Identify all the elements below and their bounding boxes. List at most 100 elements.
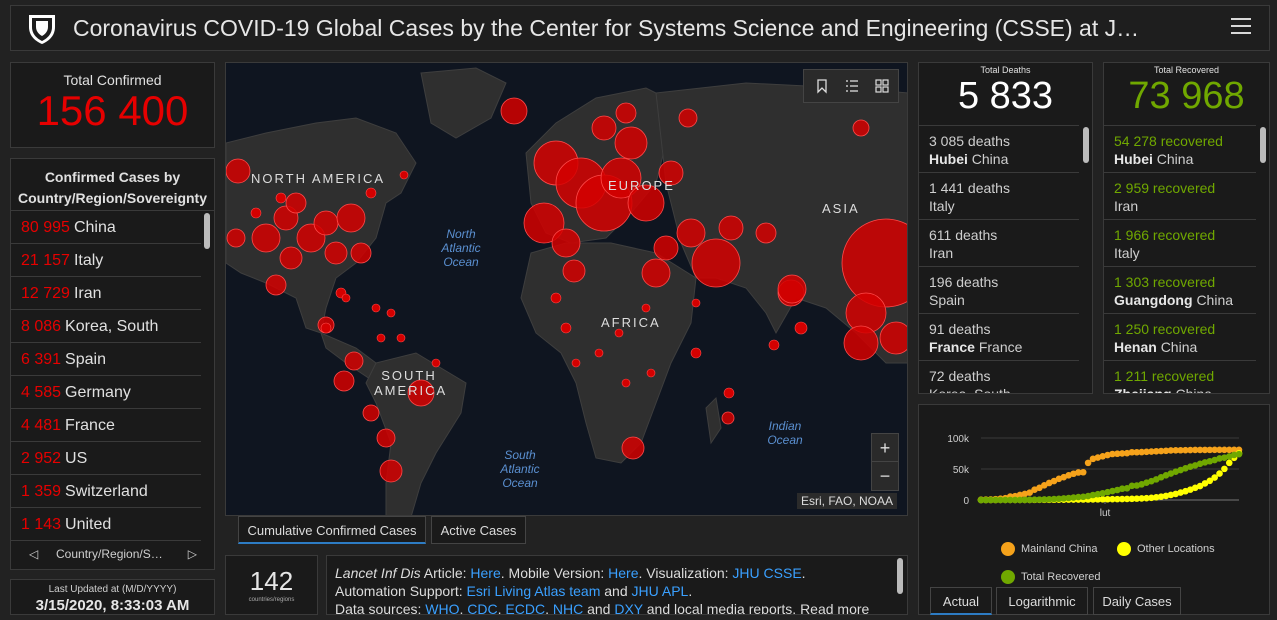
country-list-scrollbar[interactable] <box>202 211 212 539</box>
greenland-landmass <box>420 67 507 139</box>
chart-point-total-recovered <box>992 496 999 504</box>
tab-daily-cases[interactable]: Daily Cases <box>1093 587 1181 615</box>
chart-point-other-locations <box>1133 495 1141 502</box>
info-text: and local media reports. Read more <box>642 601 870 615</box>
esri-living-atlas-link[interactable]: Esri Living Atlas team <box>466 583 601 599</box>
zoom-out-button[interactable]: − <box>879 466 891 486</box>
country-row[interactable]: 1 359 Switzerland <box>11 475 201 508</box>
case-bubble <box>676 218 706 248</box>
pager-prev-icon[interactable]: ◁ <box>29 547 39 561</box>
chart-point-other-locations <box>1094 496 1102 503</box>
legend-other-locations[interactable]: Other Locations <box>1117 542 1215 556</box>
case-bubble <box>646 368 656 378</box>
recovered-region: Zhejiang <box>1114 386 1172 393</box>
case-bubble <box>550 292 562 304</box>
recovered-row[interactable]: 2 959 recovered Iran <box>1104 172 1256 219</box>
country-row[interactable]: 8 086 Korea, South <box>11 310 201 343</box>
country-name: Germany <box>65 384 131 401</box>
recovered-row[interactable]: 1 211 recovered Zhejiang China <box>1104 360 1256 393</box>
dxy-link[interactable]: DXY <box>614 601 643 615</box>
jhu-csse-link[interactable]: JHU CSSE <box>732 565 802 581</box>
country-case-count: 1 143 <box>21 516 62 533</box>
deaths-count: 611 deaths <box>929 227 998 243</box>
recovered-country: Italy <box>1114 245 1140 261</box>
deaths-list-scrollbar[interactable] <box>1081 125 1091 393</box>
ecdc-link[interactable]: ECDC <box>505 601 546 615</box>
legend-label: Total Recovered <box>1021 570 1101 583</box>
legend-total-recovered[interactable]: Total Recovered <box>1001 570 1101 584</box>
recovered-region: Guangdong <box>1114 292 1193 308</box>
cases-chart[interactable]: 100k 50k 0 lut <box>919 425 1269 555</box>
chart-point-total-recovered <box>1031 496 1038 504</box>
map-label-africa: AFRICA <box>601 315 661 330</box>
nhc-link[interactable]: NHC <box>552 601 584 615</box>
recovered-row[interactable]: 1 966 recovered Italy <box>1104 219 1256 266</box>
legend-list-icon[interactable] <box>844 78 860 94</box>
deaths-row[interactable]: 91 deaths France France <box>919 313 1079 360</box>
chart-point-other-locations <box>1143 494 1150 502</box>
total-confirmed-label: Total Confirmed <box>63 72 162 88</box>
chart-point-mainland-china <box>1036 484 1043 492</box>
country-row[interactable]: 1 143 United <box>11 508 201 541</box>
country-row[interactable]: 12 729 Iran <box>11 277 201 310</box>
deaths-row[interactable]: 72 deaths Korea, South <box>919 360 1079 393</box>
pager-next-icon[interactable]: ▷ <box>187 547 197 561</box>
deaths-row[interactable]: 196 deaths Spain <box>919 266 1079 313</box>
case-bubble <box>251 223 281 253</box>
country-row[interactable]: 4 481 France <box>11 409 201 442</box>
world-map[interactable]: NORTH AMERICA EUROPE ASIA AFRICA SOUTH A… <box>225 62 908 516</box>
who-link[interactable]: WHO <box>425 601 460 615</box>
recovered-row[interactable]: 1 250 recovered Henan China <box>1104 313 1256 360</box>
country-row[interactable]: 6 391 Spain <box>11 343 201 376</box>
map-canvas[interactable] <box>226 63 908 516</box>
chart-point-other-locations <box>1216 470 1223 477</box>
chart-point-mainland-china <box>1162 447 1170 455</box>
hamburger-menu-icon[interactable] <box>1231 18 1251 36</box>
case-bubble <box>658 160 684 186</box>
recovered-count: 1 250 recovered <box>1114 321 1216 337</box>
recovered-count: 54 278 recovered <box>1114 133 1223 149</box>
map-label-europe: EUROPE <box>608 178 675 193</box>
info-scrollbar-thumb[interactable] <box>897 558 903 594</box>
recovered-row[interactable]: 54 278 recovered Hubei China <box>1104 125 1256 172</box>
deaths-row[interactable]: 611 deaths Iran <box>919 219 1079 266</box>
recovered-row[interactable]: 1 303 recovered Guangdong China <box>1104 266 1256 313</box>
tab-actual[interactable]: Actual <box>930 587 992 615</box>
country-case-count: 4 481 <box>21 417 62 434</box>
deaths-row[interactable]: 3 085 deaths Hubei China <box>919 125 1079 172</box>
recovered-list-scrollbar[interactable] <box>1258 125 1268 393</box>
chart-point-mainland-china <box>1084 459 1092 467</box>
chart-point-other-locations <box>1157 493 1165 500</box>
bookmark-icon[interactable] <box>814 78 830 94</box>
total-recovered-value: 73 968 <box>1128 75 1245 117</box>
country-row[interactable]: 21 157 Italy <box>11 244 201 277</box>
info-scrollbar[interactable] <box>895 556 905 614</box>
country-row[interactable]: 4 585 Germany <box>11 376 201 409</box>
tab-active-cases[interactable]: Active Cases <box>431 516 526 544</box>
chart-point-other-locations <box>1118 495 1126 503</box>
basemap-gallery-icon[interactable] <box>874 78 890 94</box>
deaths-list-scrollbar-thumb[interactable] <box>1083 127 1089 163</box>
country-list-scrollbar-thumb[interactable] <box>204 213 210 249</box>
recovered-list-scrollbar-thumb[interactable] <box>1260 127 1266 163</box>
jhu-apl-link[interactable]: JHU APL <box>631 583 689 599</box>
mobile-version-link[interactable]: Here <box>608 565 639 581</box>
zoom-in-button[interactable]: + <box>872 434 898 462</box>
country-case-count: 4 585 <box>21 384 62 401</box>
legend-mainland-china[interactable]: Mainland China <box>1001 542 1097 556</box>
recovered-country: Iran <box>1114 198 1139 214</box>
article-link[interactable]: Here <box>470 565 501 581</box>
case-bubble <box>614 328 624 338</box>
chart-point-other-locations <box>1148 494 1155 502</box>
tab-logarithmic[interactable]: Logarithmic <box>996 587 1088 615</box>
recovered-country: China <box>1156 151 1194 167</box>
cdc-link[interactable]: CDC <box>467 601 498 615</box>
chart-point-mainland-china <box>1221 446 1228 454</box>
country-row[interactable]: 2 952 US <box>11 442 201 475</box>
case-bubble <box>755 222 777 244</box>
tab-cumulative-confirmed[interactable]: Cumulative Confirmed Cases <box>238 516 426 544</box>
country-row[interactable]: 80 995 China <box>11 211 201 244</box>
country-cases-panel: Confirmed Cases by Country/Region/Sovere… <box>10 158 215 570</box>
case-bubble <box>571 358 581 368</box>
deaths-row[interactable]: 1 441 deaths Italy <box>919 172 1079 219</box>
